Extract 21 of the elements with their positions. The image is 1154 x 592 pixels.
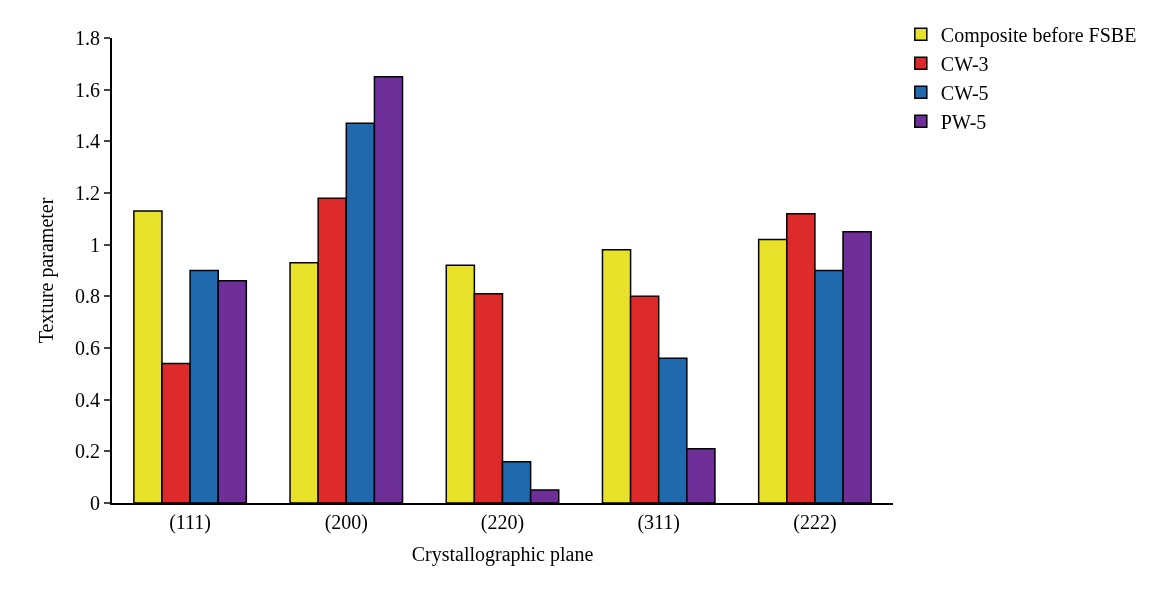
x-tick-label: (311) [637,511,680,534]
y-tick-label: 0.4 [75,388,100,411]
y-tick-label: 1 [90,233,100,256]
y-tick-label: 1.6 [75,78,100,101]
y-axis-title: Texture parameter [35,197,58,344]
legend-label: PW-5 [940,111,987,134]
y-tick-label: 0.8 [75,285,100,308]
legend-label: Composite before FSBE [940,24,1137,48]
y-tick-label: 0.2 [75,440,100,463]
y-tick-label: 1.2 [75,182,100,204]
y-tick-label: 0 [90,492,100,514]
x-axis-title: Crystallographic plane [411,543,594,566]
x-tick-label: (111) [169,511,212,534]
legend-label: CW-5 [940,82,989,105]
y-tick-label: 0.6 [75,337,100,359]
y-tick-label: 1.4 [75,130,100,153]
legend-label: CW-3 [940,53,989,76]
x-tick-label: (220) [480,511,525,534]
y-tick-label: 1.8 [75,27,100,49]
x-tick-label: (222) [793,511,837,534]
x-tick-label: (200) [324,511,368,534]
